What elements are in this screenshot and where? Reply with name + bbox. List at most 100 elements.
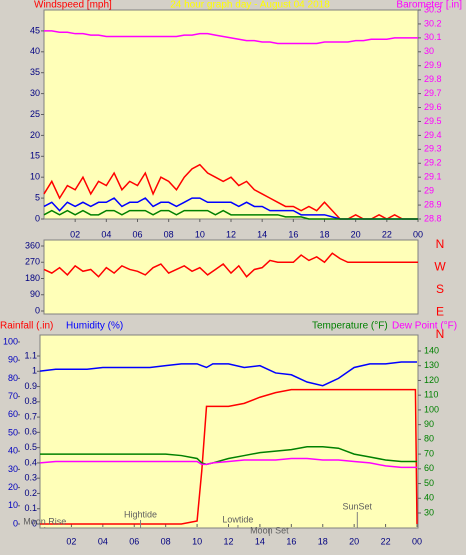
dewpoint-label: Dew Point (°F): [392, 321, 457, 332]
y-tick-label: 15: [30, 151, 40, 161]
annotation: Moon Rise: [23, 516, 66, 526]
y-tick-label: 0: [13, 518, 18, 528]
y-tick-label: 29.5: [424, 116, 442, 126]
y-tick-label: 40: [30, 46, 40, 56]
x-tick-label: 14: [257, 229, 267, 239]
series-line: [43, 163, 418, 220]
x-tick-label: 02: [70, 229, 80, 239]
x-tick-label: 12: [223, 536, 233, 546]
y-tick-label: 29.4: [424, 130, 442, 140]
y-tick-label: 70: [8, 391, 18, 401]
direction-plot: [43, 239, 419, 315]
x-tick-label: 02: [66, 536, 76, 546]
y-tick-label: 90: [424, 419, 434, 429]
y-tick-label: 0.3: [24, 473, 37, 483]
y-tick-label: 80: [424, 434, 434, 444]
x-tick-label: 16: [288, 229, 298, 239]
series-line: [40, 445, 417, 466]
y-tick-label: 0.2: [24, 488, 37, 498]
y-tick-label: 20: [30, 130, 40, 140]
y-tick-label: 30: [424, 46, 434, 56]
x-tick-label: 08: [164, 229, 174, 239]
y-tick-label: 100: [424, 404, 439, 414]
compass-label: S: [436, 282, 444, 296]
y-tick-label: 0.8: [24, 396, 37, 406]
y-tick-label: 0: [32, 518, 37, 528]
y-tick-label: 10: [30, 172, 40, 182]
title: 24 hour graph day - August 04 2018: [170, 0, 330, 11]
y-tick-label: 45: [30, 25, 40, 35]
annotation: Hightide: [124, 509, 157, 519]
y-tick-label: 80: [8, 373, 18, 383]
y-tick-label: 0.1: [24, 503, 37, 513]
y-tick-label: 29: [424, 186, 434, 196]
series-line: [43, 209, 418, 220]
x-tick-label: 16: [286, 536, 296, 546]
y-tick-label: 29.2: [424, 158, 442, 168]
y-tick-label: 29.3: [424, 144, 442, 154]
x-tick-label: 14: [255, 536, 265, 546]
temperature-label: Temperature (°F): [312, 321, 388, 332]
y-tick-label: 29.1: [424, 172, 442, 182]
y-tick-label: 40: [424, 493, 434, 503]
y-tick-label: 40: [8, 446, 18, 456]
y-tick-label: 140: [424, 345, 439, 355]
x-tick-label: 08: [161, 536, 171, 546]
y-tick-label: 30.2: [424, 18, 442, 28]
y-tick-label: 100: [3, 336, 18, 346]
x-tick-label: 18: [318, 536, 328, 546]
y-tick-label: 70: [424, 448, 434, 458]
y-tick-label: 60: [424, 463, 434, 473]
y-tick-label: 0.4: [24, 457, 37, 467]
y-tick-label: 0: [35, 213, 40, 223]
annotation: SunSet: [343, 501, 373, 511]
y-tick-label: 0.9: [24, 381, 37, 391]
y-tick-label: 0: [35, 305, 40, 315]
humidity-label: Humidity (%): [66, 321, 123, 332]
y-tick-label: 130: [424, 360, 439, 370]
rain-label: Rainfall (.in): [0, 321, 53, 332]
compass-label: W: [434, 260, 446, 274]
series-line: [43, 252, 418, 278]
y-tick-label: 28.8: [424, 213, 442, 223]
x-tick-label: 10: [192, 536, 202, 546]
y-tick-label: 270: [25, 257, 40, 267]
y-tick-label: 0.7: [24, 411, 37, 421]
y-tick-label: 180: [25, 273, 40, 283]
y-tick-label: 20: [8, 482, 18, 492]
y-tick-label: 30.3: [424, 4, 442, 14]
y-tick-label: 30: [424, 507, 434, 517]
y-tick-label: 29.6: [424, 102, 442, 112]
y-tick-label: 1: [32, 366, 37, 376]
y-tick-label: 0.6: [24, 427, 37, 437]
y-tick-label: 1.1: [24, 350, 37, 360]
x-tick-label: 06: [129, 536, 139, 546]
x-tick-label: 12: [226, 229, 236, 239]
y-tick-label: 30.1: [424, 32, 442, 42]
compass-label: N: [436, 237, 445, 251]
y-tick-label: 0.5: [24, 442, 37, 452]
y-tick-label: 5: [35, 192, 40, 202]
y-tick-label: 110: [424, 390, 438, 400]
x-tick-label: 10: [195, 229, 205, 239]
compass-label: E: [436, 305, 444, 319]
x-tick-label: 04: [101, 229, 111, 239]
y-tick-label: 90: [8, 355, 18, 365]
series-line: [44, 30, 418, 45]
y-tick-label: 25: [30, 109, 40, 119]
x-tick-label: 22: [381, 536, 391, 546]
y-tick-label: 90: [30, 289, 40, 299]
x-tick-label: 06: [132, 229, 142, 239]
y-tick-label: 28.9: [424, 199, 442, 209]
y-tick-label: 60: [8, 409, 18, 419]
x-tick-label: 20: [351, 229, 361, 239]
y-tick-label: 30: [8, 464, 18, 474]
y-tick-label: 29.9: [424, 60, 442, 70]
y-tick-label: 360: [25, 240, 40, 250]
barometer-label: Barometer [.in]: [396, 0, 462, 11]
annotation: Lowtide: [222, 514, 253, 524]
y-tick-label: 29.8: [424, 74, 442, 84]
series-line: [39, 457, 417, 469]
